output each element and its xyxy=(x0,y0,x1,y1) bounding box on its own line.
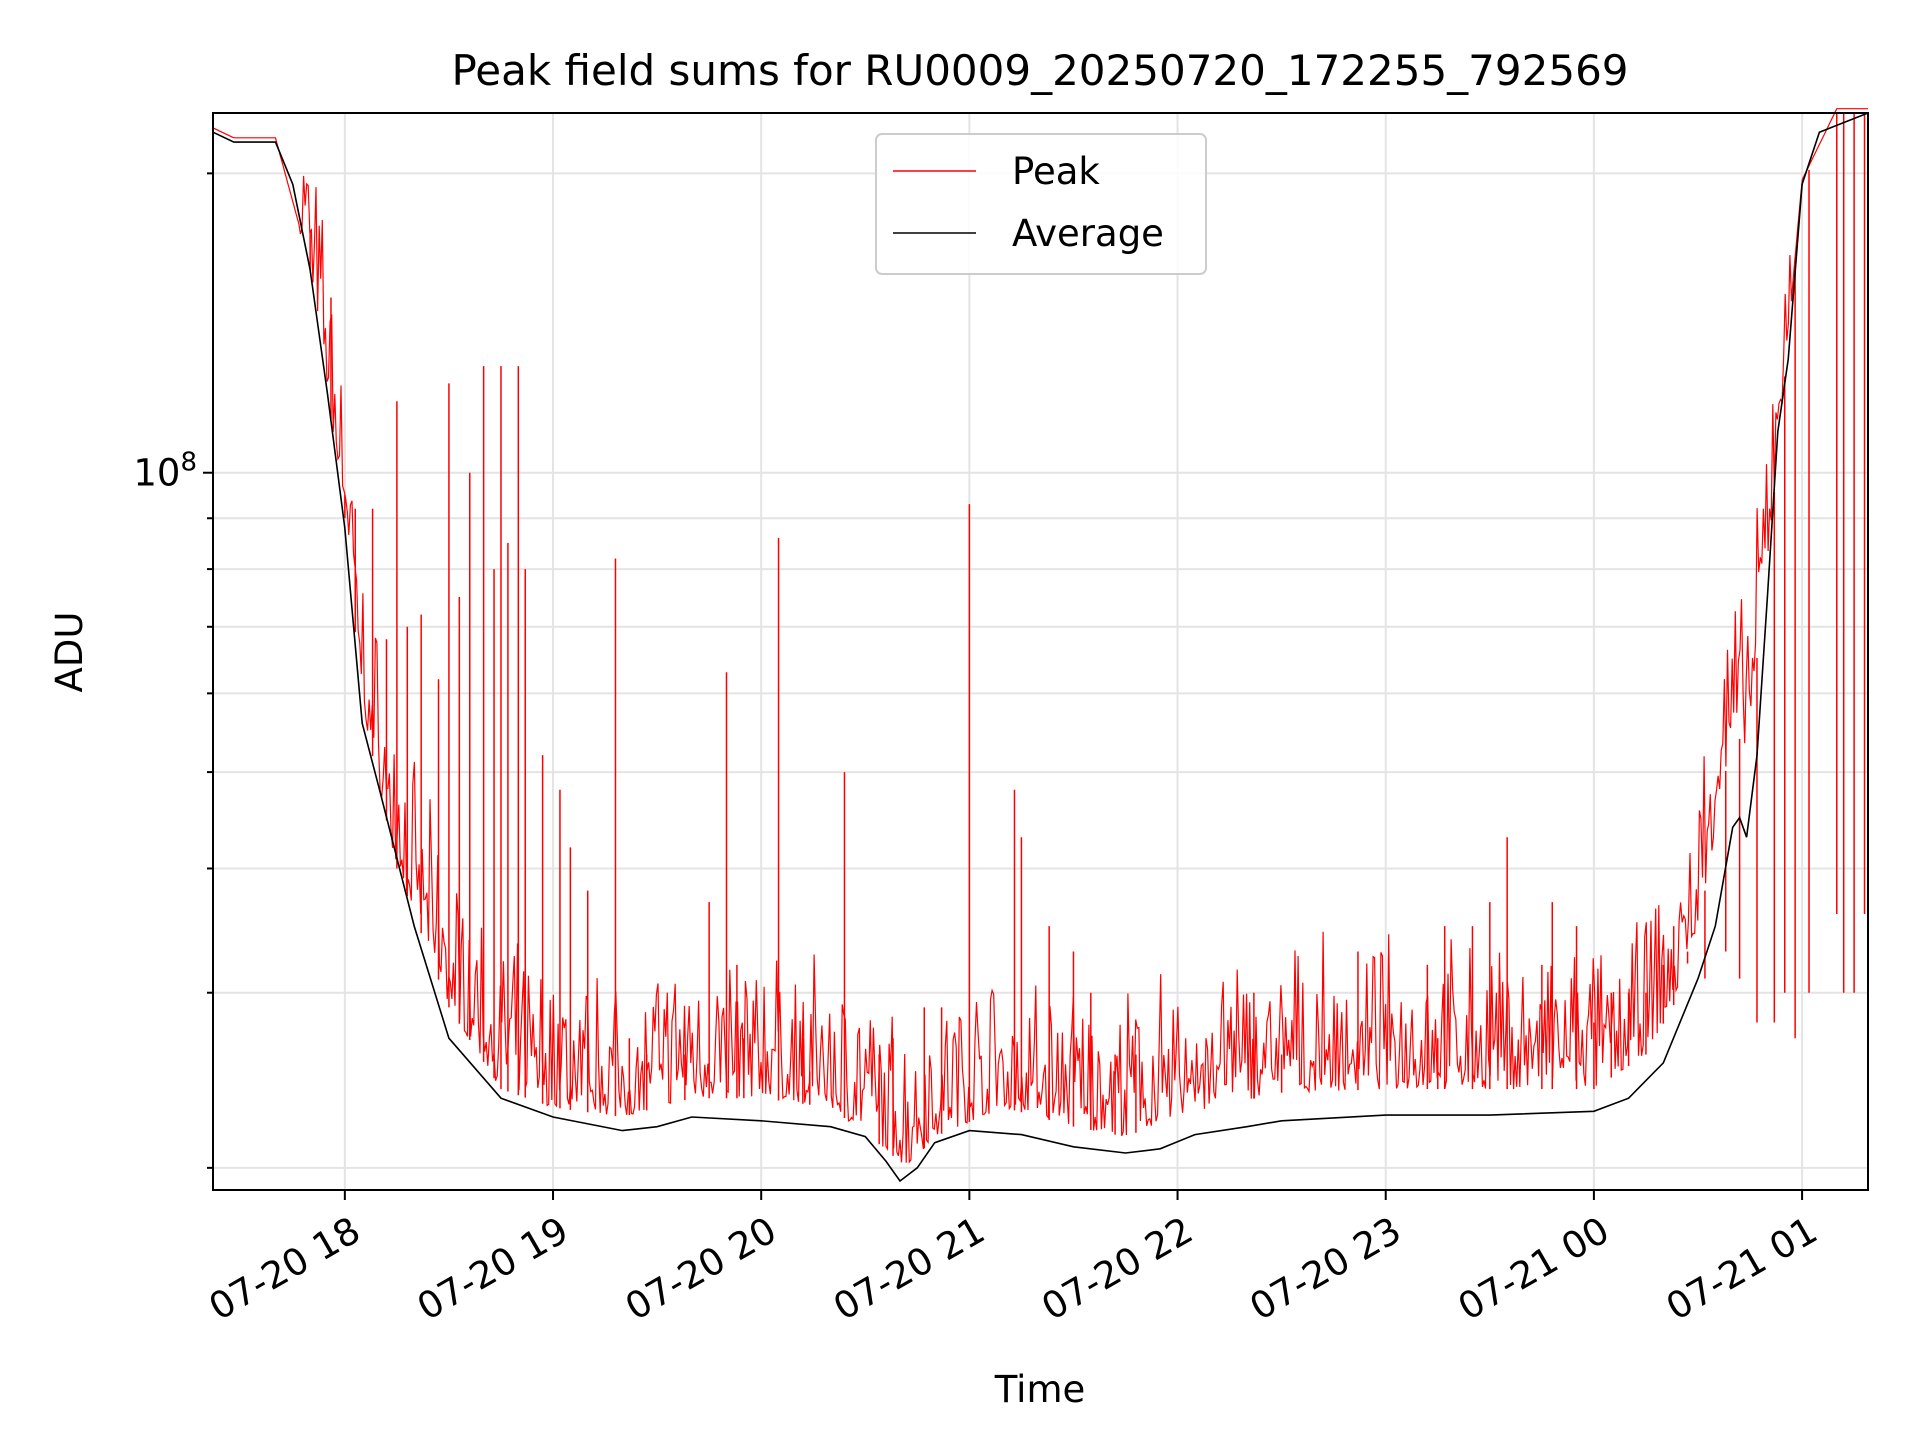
legend-box xyxy=(875,133,1207,275)
y-tick-label: 108 xyxy=(133,448,197,495)
plot-frame xyxy=(212,112,1869,1191)
chart-title: Peak field sums for RU0009_20250720_1722… xyxy=(451,46,1628,95)
x-axis-label: Time xyxy=(994,1368,1086,1411)
legend-label-peak: Peak xyxy=(1012,150,1100,193)
average-series xyxy=(212,112,1869,1183)
y-axis-label: ADU xyxy=(48,612,91,693)
legend: Peak Average xyxy=(875,133,1207,275)
y-axis: 108 xyxy=(133,172,213,1169)
peak-line xyxy=(212,108,1868,1164)
legend-label-average: Average xyxy=(1012,212,1164,255)
peak-series xyxy=(212,108,1868,1164)
average-line xyxy=(212,112,1869,1183)
